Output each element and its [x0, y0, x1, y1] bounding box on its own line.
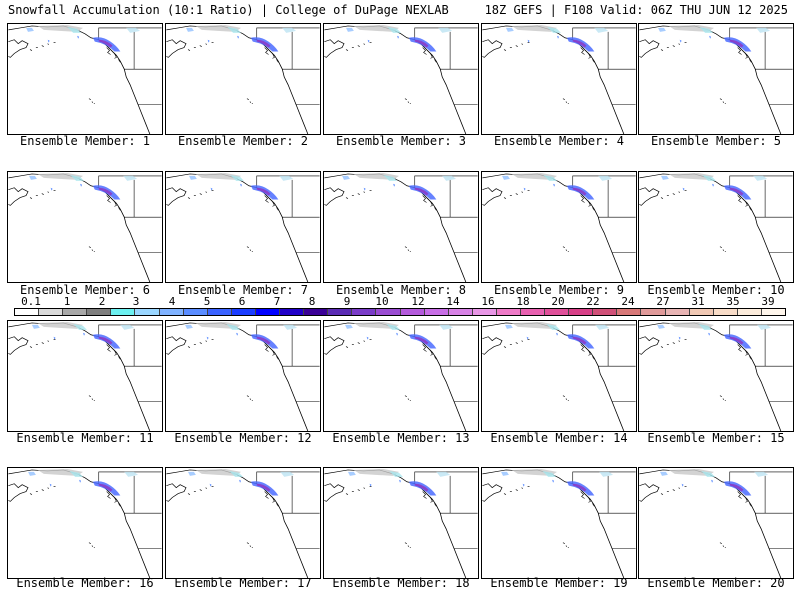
ensemble-member-caption: Ensemble Member: 18: [332, 576, 470, 590]
ensemble-member-map: [165, 23, 321, 135]
snowfall-colorbar: [14, 308, 786, 316]
colorbar-swatch: [713, 308, 738, 316]
colorbar-swatch: [569, 308, 594, 316]
colorbar-swatch: [424, 308, 449, 316]
colorbar-swatch: [496, 308, 521, 316]
colorbar-swatch: [159, 308, 184, 316]
colorbar-label: 1: [63, 295, 71, 308]
ensemble-member-map: [7, 467, 163, 579]
colorbar-label: 22: [586, 295, 600, 308]
colorbar-swatch: [689, 308, 714, 316]
ensemble-member-caption: Ensemble Member: 10: [647, 283, 785, 297]
ensemble-member-map: [323, 467, 479, 579]
ensemble-member-caption: Ensemble Member: 15: [647, 431, 785, 445]
colorbar-label: 3: [132, 295, 140, 308]
colorbar-swatch: [231, 308, 256, 316]
ensemble-member-map: [7, 171, 163, 283]
colorbar-label: 18: [516, 295, 530, 308]
ensemble-member-map: [7, 23, 163, 135]
colorbar-label: 7: [273, 295, 281, 308]
colorbar-label: 5: [203, 295, 211, 308]
colorbar-swatch: [665, 308, 690, 316]
colorbar-label: 14: [446, 295, 460, 308]
ensemble-member-map: [638, 467, 794, 579]
ensemble-member-map: [481, 467, 637, 579]
colorbar-label: 6: [238, 295, 246, 308]
colorbar-swatch: [376, 308, 401, 316]
colorbar-swatch: [183, 308, 208, 316]
colorbar-swatch: [448, 308, 473, 316]
colorbar-swatch: [545, 308, 570, 316]
ensemble-member-caption: Ensemble Member: 2: [177, 134, 309, 148]
colorbar-label: 39: [761, 295, 775, 308]
ensemble-member-map: [323, 320, 479, 432]
colorbar-label: 24: [621, 295, 635, 308]
colorbar-label: 27: [656, 295, 670, 308]
colorbar-swatch: [87, 308, 112, 316]
ensemble-member-caption: Ensemble Member: 11: [16, 431, 154, 445]
colorbar-swatch: [617, 308, 642, 316]
ensemble-member-caption: Ensemble Member: 8: [335, 283, 467, 297]
colorbar-swatch: [400, 308, 425, 316]
model-valid-time: 18Z GEFS | F108 Valid: 06Z THU JUN 12 20…: [484, 3, 788, 17]
ensemble-member-caption: Ensemble Member: 16: [16, 576, 154, 590]
ensemble-member-map: [638, 171, 794, 283]
ensemble-member-map: [481, 320, 637, 432]
ensemble-member-caption: Ensemble Member: 7: [177, 283, 309, 297]
ensemble-member-caption: Ensemble Member: 3: [335, 134, 467, 148]
ensemble-member-map: [165, 171, 321, 283]
ensemble-member-map: [323, 23, 479, 135]
ensemble-member-caption: Ensemble Member: 17: [174, 576, 312, 590]
colorbar-swatch: [39, 308, 64, 316]
colorbar-label: 20: [551, 295, 565, 308]
colorbar-swatch: [520, 308, 546, 316]
colorbar-swatch: [255, 308, 281, 316]
colorbar-swatch: [63, 308, 88, 316]
map-title: Snowfall Accumulation (10:1 Ratio) | Col…: [8, 3, 449, 17]
ensemble-member-caption: Ensemble Member: 1: [19, 134, 151, 148]
ensemble-member-map: [481, 171, 637, 283]
colorbar-swatch: [135, 308, 160, 316]
colorbar-swatch: [328, 308, 353, 316]
ensemble-member-map: [481, 23, 637, 135]
ensemble-member-map: [638, 320, 794, 432]
colorbar-label: 4: [168, 295, 176, 308]
ensemble-member-map: [638, 23, 794, 135]
colorbar-label: 35: [726, 295, 740, 308]
colorbar-swatch: [737, 308, 762, 316]
colorbar-swatch: [472, 308, 497, 316]
ensemble-member-caption: Ensemble Member: 14: [490, 431, 628, 445]
ensemble-member-caption: Ensemble Member: 4: [493, 134, 625, 148]
colorbar-label: 31: [691, 295, 705, 308]
colorbar-swatch: [207, 308, 232, 316]
ensemble-member-caption: Ensemble Member: 20: [647, 576, 785, 590]
colorbar-swatch: [111, 308, 136, 316]
ensemble-member-caption: Ensemble Member: 6: [19, 283, 151, 297]
colorbar-swatch: [593, 308, 618, 316]
colorbar-swatch: [641, 308, 666, 316]
ensemble-member-map: [165, 467, 321, 579]
colorbar-label: 12: [411, 295, 425, 308]
colorbar-swatch: [352, 308, 377, 316]
ensemble-member-map: [7, 320, 163, 432]
ensemble-member-caption: Ensemble Member: 5: [650, 134, 782, 148]
colorbar-label: 16: [481, 295, 495, 308]
ensemble-member-map: [323, 171, 479, 283]
ensemble-member-map: [165, 320, 321, 432]
colorbar-label: 2: [98, 295, 106, 308]
ensemble-member-caption: Ensemble Member: 12: [174, 431, 312, 445]
colorbar-label: 9: [343, 295, 351, 308]
ensemble-member-caption: Ensemble Member: 19: [490, 576, 628, 590]
colorbar-label: 8: [308, 295, 316, 308]
colorbar-label: 0.1: [21, 295, 41, 308]
ensemble-member-caption: Ensemble Member: 13: [332, 431, 470, 445]
colorbar-swatch: [304, 308, 329, 316]
colorbar-frame: [14, 308, 786, 316]
ensemble-member-caption: Ensemble Member: 9: [493, 283, 625, 297]
colorbar-label: 10: [375, 295, 389, 308]
colorbar-swatch: [280, 308, 305, 316]
